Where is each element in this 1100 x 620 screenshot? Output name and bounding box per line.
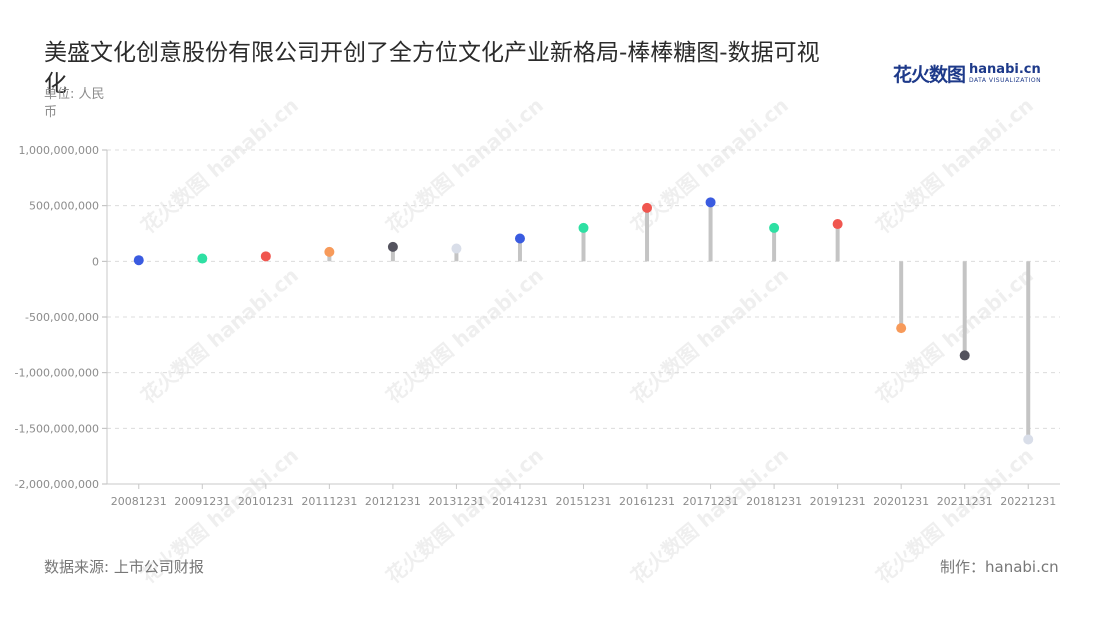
x-tick-label: 20111231	[301, 495, 357, 508]
data-source: 数据来源: 上市公司财报	[44, 558, 204, 576]
chart-title: 美盛文化创意股份有限公司开创了全方位文化产业新格局-棒棒糖图-数据可视化	[44, 40, 820, 97]
x-tick-label: 20101231	[238, 495, 294, 508]
x-tick-label: 20211231	[937, 495, 993, 508]
lollipop-dot	[705, 197, 716, 208]
unit-label: 单位: 人民币	[44, 87, 105, 120]
y-tick-label: -2,000,000,000	[15, 478, 99, 491]
lollipop-dot	[324, 246, 335, 257]
lollipop-dot	[451, 243, 462, 254]
logo-en-block: hanabi.cn DATA VISUALIZATION	[969, 63, 1041, 84]
logo-cn-text: 花火数图	[893, 63, 966, 86]
y-tick-label: 500,000,000	[29, 200, 99, 213]
lollipop-dot	[387, 241, 398, 252]
credit-label: 制作：hanabi.cn	[940, 558, 1059, 576]
lollipop-dot	[514, 233, 525, 244]
x-tick-label: 20081231	[111, 495, 167, 508]
x-tick-label: 20091231	[174, 495, 230, 508]
x-tick-label: 20151231	[556, 495, 612, 508]
lollipop-dot	[133, 255, 144, 266]
lollipop-dot	[769, 222, 780, 233]
y-tick-label: -1,000,000,000	[15, 367, 99, 380]
hanabi-logo: 花火数图 hanabi.cn DATA VISUALIZATION	[893, 60, 1041, 86]
x-tick-label: 20171231	[683, 495, 739, 508]
x-tick-label: 20191231	[810, 495, 866, 508]
lollipop-dot	[578, 222, 589, 233]
x-tick-label: 20121231	[365, 495, 421, 508]
x-tick-label: 20181231	[746, 495, 802, 508]
y-tick-label: 0	[92, 255, 99, 268]
x-tick-label: 20131231	[428, 495, 484, 508]
lollipop-dot	[1023, 434, 1034, 445]
x-tick-label: 20221231	[1000, 495, 1056, 508]
y-tick-label: 1,000,000,000	[19, 144, 99, 157]
x-tick-label: 20161231	[619, 495, 675, 508]
lollipop-dot	[832, 219, 843, 230]
lollipop-dot	[959, 350, 970, 361]
lollipop-dot	[260, 251, 271, 262]
x-tick-label: 20141231	[492, 495, 548, 508]
y-tick-label: -500,000,000	[25, 311, 99, 324]
lollipop-dot	[642, 202, 653, 213]
x-tick-label: 20201231	[873, 495, 929, 508]
logo-en-text: hanabi.cn	[969, 61, 1041, 77]
logo-sub-text: DATA VISUALIZATION	[969, 76, 1042, 84]
lollipop-dot	[896, 323, 907, 334]
y-tick-label: -1,500,000,000	[15, 422, 99, 435]
lollipop-dot	[197, 253, 208, 264]
